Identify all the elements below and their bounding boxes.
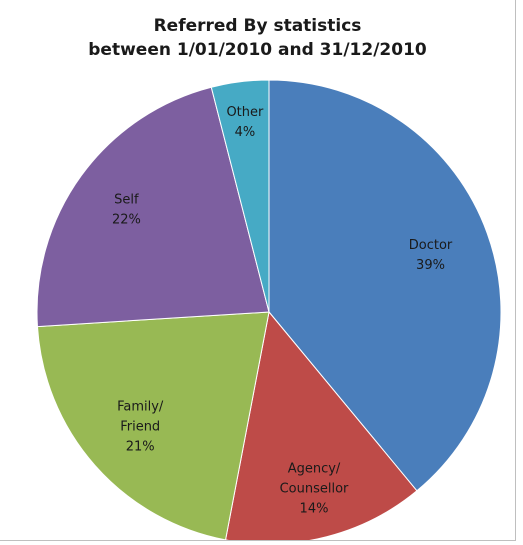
pie-labels: Doctor 39% Agency/Counsellor 14% Family/Frie…: [112, 105, 453, 516]
pie-label-percent: 21%: [126, 440, 155, 455]
pie-label-agency-counsellor: Agency/Counsellor 14%: [280, 461, 349, 516]
pie-label-name: Counsellor: [280, 481, 349, 496]
pie-label-name: Self: [114, 192, 139, 207]
pie-label-percent: 14%: [300, 501, 329, 516]
pie-label-name: Family/: [117, 400, 164, 415]
pie-slice-other: [210, 79, 270, 313]
pie-slice-agency-counsellor: [225, 310, 418, 540]
pie-label-other: Other 4%: [226, 105, 264, 140]
pie-label-percent: 4%: [235, 125, 256, 140]
chart-subtitle-line: between 1/01/2010 and 31/12/2010: [88, 40, 427, 60]
pie-slice-doctor: [268, 79, 502, 492]
pie-label-self: Self 22%: [112, 192, 141, 227]
pie-label-doctor: Doctor 39%: [409, 238, 453, 273]
pie-slice-self: [36, 86, 270, 328]
chart-title-line: Referred By statistics: [153, 16, 362, 36]
chart-title: Referred By statistics between 1/01/2010…: [0, 14, 515, 62]
pie-label-name: Other: [226, 105, 264, 120]
pie-label-name: Friend: [120, 420, 160, 435]
pie-chart: Doctor 39% Agency/Counsellor 14% Family/Frie…: [36, 79, 502, 540]
pie-label-percent: 39%: [416, 258, 445, 273]
pie-label-percent: 22%: [112, 212, 141, 227]
pie-label-name: Doctor: [409, 238, 453, 253]
pie-label-family-friend: Family/Friend 21%: [117, 400, 164, 455]
pie-label-name: Agency/: [288, 461, 341, 476]
pie-slice-family-friend: [36, 311, 270, 540]
pie-slices: [36, 79, 502, 540]
